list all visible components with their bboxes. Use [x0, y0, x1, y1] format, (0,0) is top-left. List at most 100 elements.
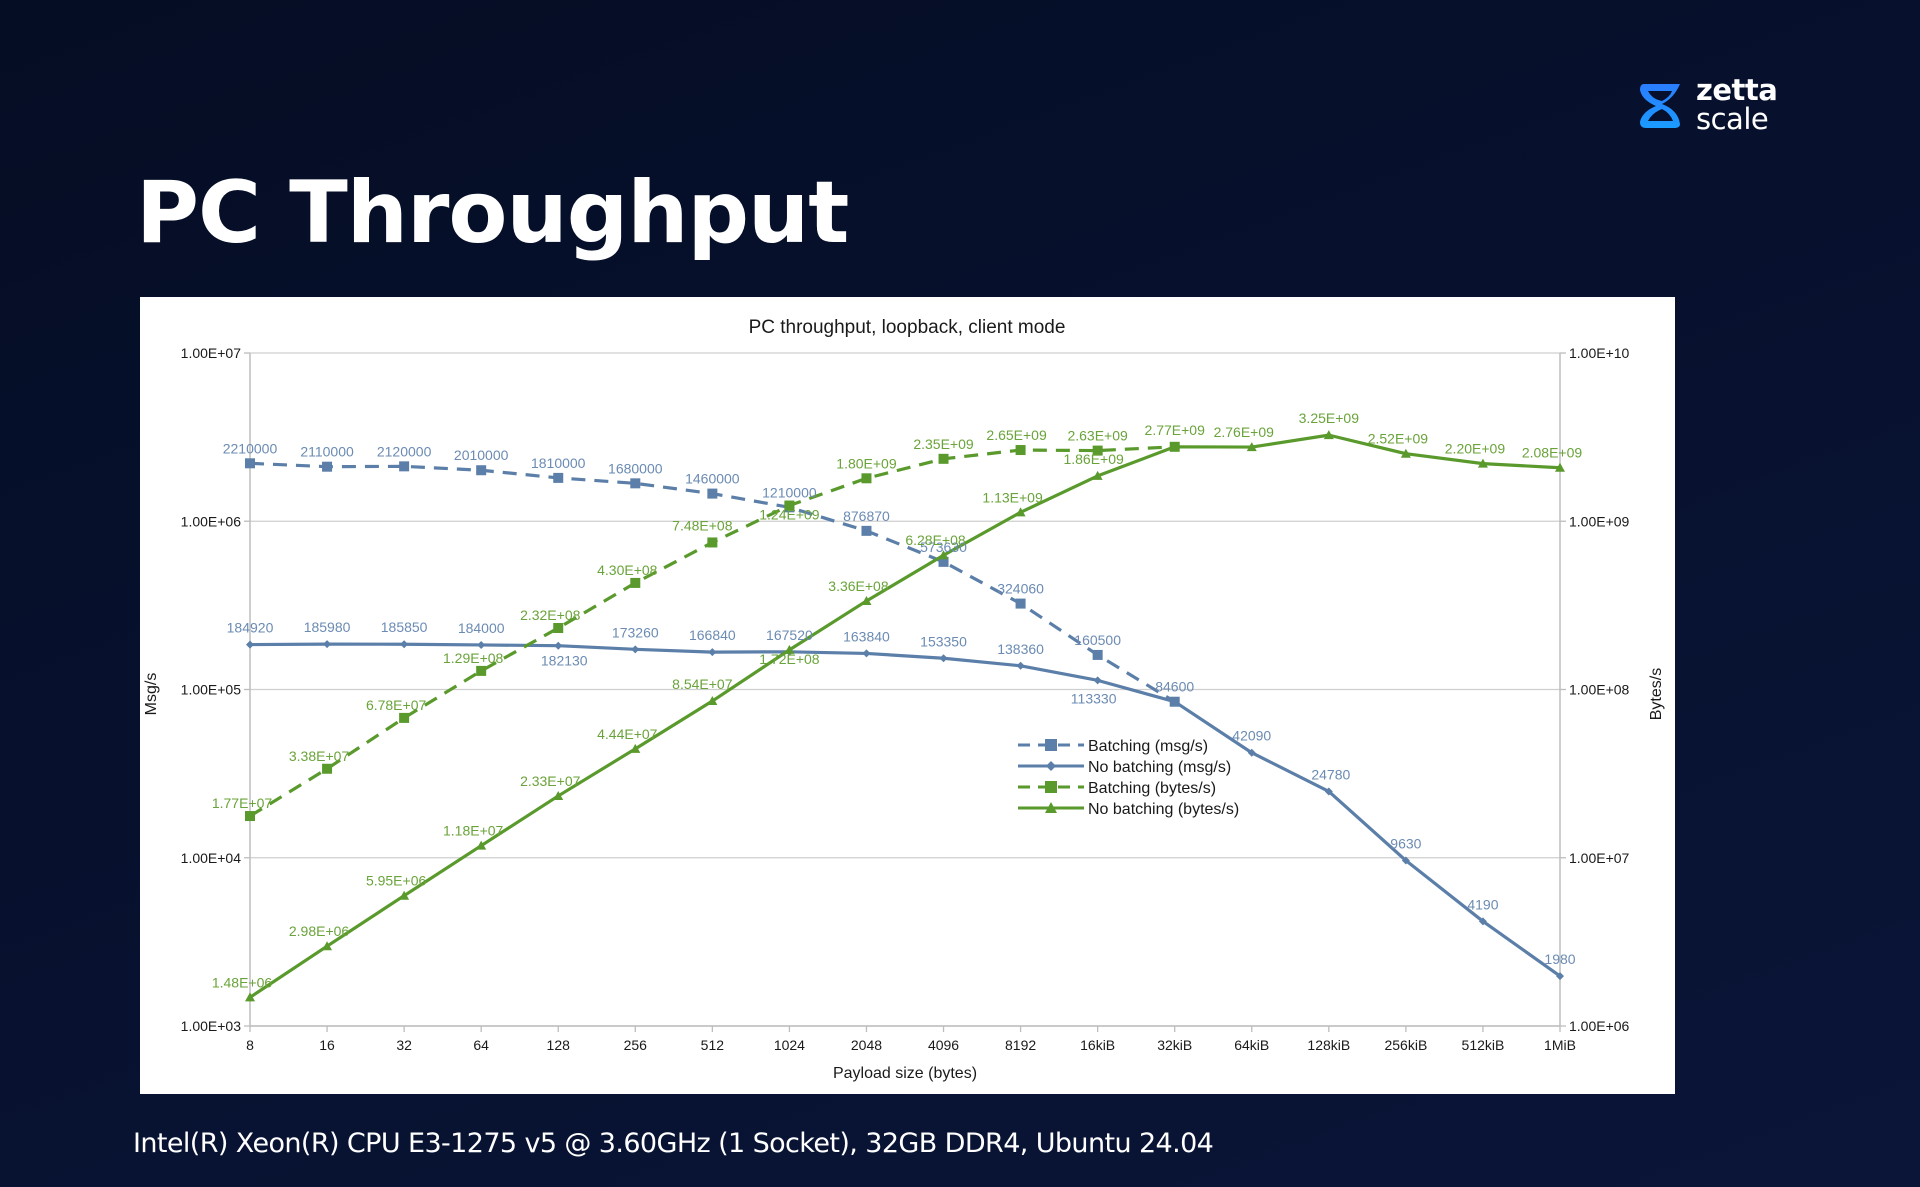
logo-line-2: scale [1696, 102, 1769, 136]
x-tick-label: 128kiB [1307, 1037, 1350, 1053]
legend-item-no-batching-msg: No batching (msg/s) [1018, 759, 1231, 776]
data-point-batching-msg [861, 525, 872, 536]
chart-container: 1.00E+03 1.00E+06 1.00E+04 1.00E+07 1.00E+05… [140, 297, 1675, 1094]
data-point-no-batching-bytes [1092, 470, 1103, 480]
data-label-no-batching-msg: 1980 [1544, 951, 1575, 967]
legend-marker [1045, 802, 1057, 813]
series-no-batching-bytes [245, 430, 1565, 1002]
data-label-no-batching-msg: 185980 [304, 619, 351, 635]
data-label-no-batching-bytes: 1.72E+08 [759, 651, 820, 667]
data-label-no-batching-msg: 138360 [997, 641, 1044, 657]
data-point-batching-bytes [861, 473, 872, 484]
data-point-batching-msg [322, 461, 333, 472]
data-point-batching-bytes [245, 811, 255, 822]
data-label-no-batching-bytes: 2.52E+09 [1368, 431, 1429, 447]
data-label-no-batching-bytes: 6.28E+08 [905, 532, 966, 548]
data-label-batching-bytes: 1.24E+09 [759, 507, 820, 523]
x-tick-label: 8 [246, 1037, 254, 1053]
data-label-no-batching-msg: 4190 [1467, 896, 1498, 912]
data-point-no-batching-msg [246, 640, 254, 649]
data-label-layer: 2210000 2110000 2120000 2010000 1810000 16800… [212, 410, 1583, 990]
data-label-no-batching-bytes: 1.48E+06 [212, 974, 273, 990]
y-tick-label-left: 1.00E+04 [181, 850, 242, 866]
x-tick-label: 512kiB [1462, 1037, 1505, 1053]
data-label-no-batching-bytes: 3.36E+08 [828, 578, 889, 594]
data-label-batching-bytes: 2.35E+09 [913, 436, 974, 452]
data-point-no-batching-msg [1401, 856, 1410, 865]
data-point-batching-msg [1092, 649, 1103, 660]
x-tick-label: 128 [547, 1037, 571, 1053]
data-label-batching-bytes: 1.77E+07 [212, 795, 273, 811]
data-point-batching-msg [630, 478, 641, 489]
data-label-batching-bytes: 1.80E+09 [836, 455, 897, 471]
data-label-batching-msg: 2120000 [377, 443, 432, 459]
y-tick-label-left: 1.00E+07 [181, 345, 242, 361]
data-label-batching-bytes: 6.78E+07 [366, 697, 427, 713]
data-point-no-batching-bytes [399, 890, 410, 900]
data-label-batching-bytes: 3.38E+07 [289, 748, 350, 764]
x-tick-label: 512 [701, 1037, 725, 1053]
data-point-batching-msg [553, 472, 564, 483]
data-point-batching-bytes [630, 577, 641, 588]
x-tick-label: 32kiB [1157, 1037, 1192, 1053]
data-point-no-batching-bytes [245, 992, 255, 1002]
data-label-no-batching-bytes: 1.13E+09 [982, 489, 1043, 505]
data-label-no-batching-bytes: 2.77E+09 [1145, 422, 1206, 438]
data-label-no-batching-msg: 153350 [920, 633, 967, 649]
legend-item-batching-bytes: Batching (bytes/s) [1018, 780, 1216, 797]
axis-layer: 1.00E+03 1.00E+06 1.00E+04 1.00E+07 1.00E+05… [181, 345, 1630, 1053]
legend-label: No batching (bytes/s) [1088, 801, 1239, 818]
data-label-no-batching-msg: 173260 [612, 624, 659, 640]
data-label-batching-bytes: 4.30E+08 [597, 562, 658, 578]
data-point-no-batching-bytes [1169, 441, 1180, 451]
chart-title: PC throughput, loopback, client mode [749, 317, 1066, 338]
legend-label: Batching (msg/s) [1088, 738, 1208, 755]
x-axis-label: Payload size (bytes) [833, 1065, 977, 1082]
data-point-no-batching-msg [1556, 972, 1564, 981]
x-tick-label: 1MiB [1544, 1037, 1576, 1053]
series-batching-msg [245, 458, 1180, 707]
y-axis-label-right: Bytes/s [1648, 668, 1665, 720]
data-label-batching-bytes: 7.48E+08 [672, 517, 733, 533]
data-point-no-batching-bytes [630, 743, 641, 753]
data-label-batching-bytes: 2.32E+08 [520, 607, 581, 623]
x-tick-label: 256 [624, 1037, 648, 1053]
data-point-batching-bytes [476, 665, 487, 676]
zettascale-logo: zetta scale [1634, 76, 1794, 136]
data-point-no-batching-msg [1247, 748, 1256, 757]
data-label-no-batching-msg: 184000 [458, 620, 505, 636]
data-label-no-batching-bytes: 1.18E+07 [443, 823, 504, 839]
data-point-no-batching-bytes [1323, 430, 1334, 440]
data-point-no-batching-bytes [322, 941, 333, 951]
data-point-batching-bytes [399, 712, 410, 723]
legend-item-batching-msg: Batching (msg/s) [1018, 738, 1208, 755]
data-label-no-batching-bytes: 1.86E+09 [1063, 451, 1124, 467]
data-label-batching-msg: 2210000 [223, 440, 278, 456]
y-tick-label-right: 1.00E+10 [1569, 345, 1630, 361]
x-tick-label: 1024 [774, 1037, 805, 1053]
data-point-no-batching-bytes [1477, 458, 1488, 468]
series-no-batching-msg [246, 640, 1564, 981]
data-point-no-batching-msg [323, 640, 332, 649]
throughput-chart: 1.00E+03 1.00E+06 1.00E+04 1.00E+07 1.00E+05… [143, 317, 1665, 1082]
data-label-no-batching-msg: 167520 [766, 627, 813, 643]
data-point-no-batching-bytes [1015, 507, 1026, 517]
data-label-no-batching-bytes: 2.98E+06 [289, 923, 350, 939]
series-line-no-batching-bytes [249, 433, 1561, 999]
y-tick-label-right: 1.00E+09 [1569, 513, 1630, 529]
data-label-batching-msg: 324060 [997, 581, 1044, 597]
x-tick-label: 32 [396, 1037, 412, 1053]
data-label-batching-msg: 1680000 [608, 460, 663, 476]
data-point-batching-bytes [322, 763, 333, 774]
data-point-batching-bytes [1015, 445, 1026, 456]
data-point-no-batching-msg [862, 649, 871, 658]
x-tick-label: 64 [473, 1037, 489, 1053]
data-label-no-batching-bytes: 3.25E+09 [1299, 410, 1360, 426]
data-point-no-batching-msg [1093, 676, 1102, 685]
data-point-batching-msg [707, 488, 718, 499]
legend: Batching (msg/s) No batching (msg/s) Batch… [1018, 738, 1239, 818]
y-tick-label-right: 1.00E+07 [1569, 850, 1630, 866]
data-label-no-batching-msg: 185850 [381, 619, 428, 635]
data-label-batching-msg: 84600 [1155, 679, 1194, 695]
hardware-footnote: Intel(R) Xeon(R) CPU E3-1275 v5 @ 3.60GH… [133, 1128, 1214, 1159]
